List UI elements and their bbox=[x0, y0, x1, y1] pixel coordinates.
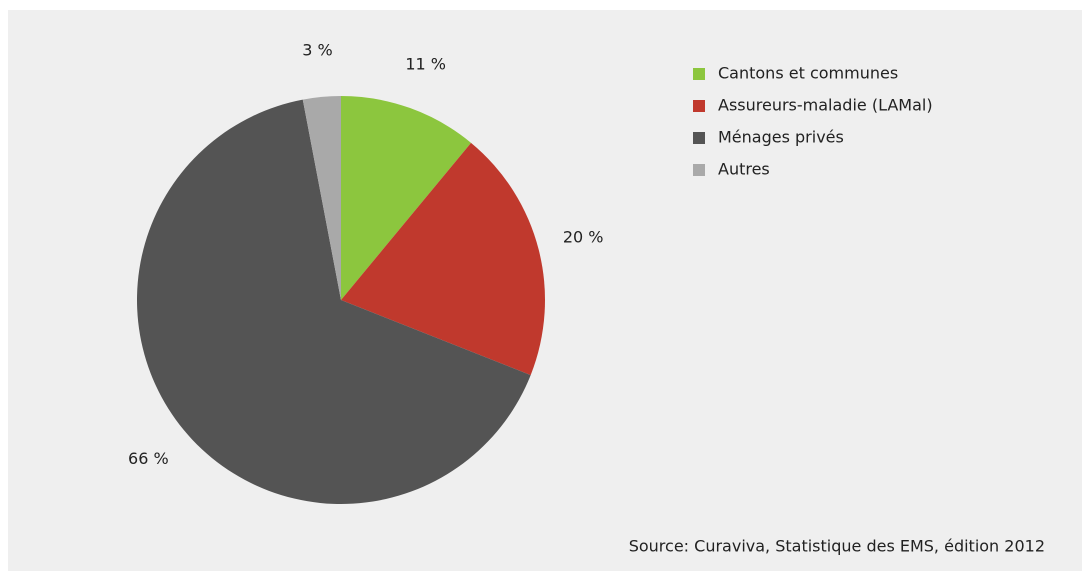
legend-label: Ménages privés bbox=[718, 128, 844, 147]
legend-swatch bbox=[693, 164, 705, 176]
data-label: 3 % bbox=[302, 41, 332, 60]
pie-slice bbox=[341, 142, 545, 376]
pie-slice bbox=[302, 96, 341, 300]
legend-label: Autres bbox=[718, 160, 770, 179]
legend-label: Assureurs-maladie (LAMal) bbox=[718, 96, 933, 115]
legend-label: Cantons et communes bbox=[718, 64, 898, 83]
pie-slice bbox=[341, 96, 472, 300]
data-label: 20 % bbox=[563, 227, 604, 246]
data-label: 11 % bbox=[405, 54, 446, 73]
legend-swatch bbox=[693, 132, 705, 144]
legend-swatch bbox=[693, 100, 705, 112]
pie-slice bbox=[136, 99, 531, 504]
data-label: 66 % bbox=[128, 449, 169, 468]
source: Source: Curaviva, Statistique des EMS, é… bbox=[629, 537, 1045, 556]
legend-swatch bbox=[693, 68, 705, 80]
